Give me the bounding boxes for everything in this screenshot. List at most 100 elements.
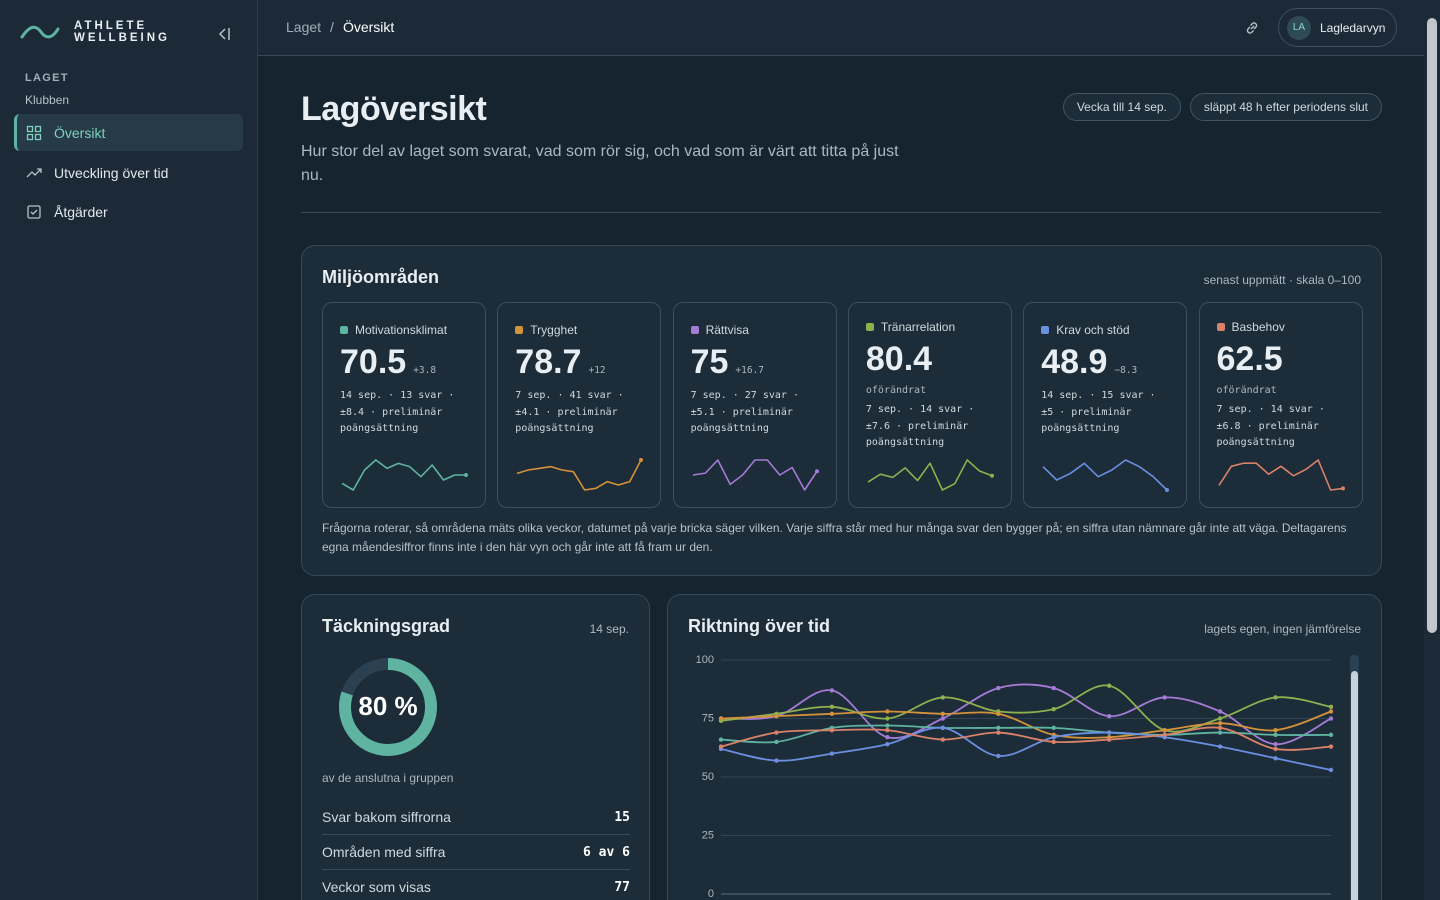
card-value: 70.5 [340,343,407,381]
sparkline [1042,459,1170,492]
sparkline [692,459,819,491]
card-meta: 14 sep. · 13 svar · ±8.4 · preliminär po… [340,390,455,434]
sparkline [341,459,468,491]
brand-line: ATHLETE [74,20,148,32]
line-chart: 0 25 50 75 100 [696,654,1334,900]
page-title: Lagöversikt [301,90,487,128]
series-point [1051,739,1056,745]
card-change: −8.3 [1114,365,1138,376]
main: Laget / Översikt LA Lagledarvyn Lagöversikt… [258,0,1424,900]
icon [26,167,42,177]
series-point [1273,756,1278,761]
card-status: oförändrat [1216,385,1277,396]
series-point [1162,732,1167,738]
metric-card: Krav och stöd 48.9 −8.3 14 sep. · 15 svar ·… [1023,302,1188,508]
card-name: Rättvisa [705,323,749,337]
color-dot [1216,323,1225,331]
card-status: oförändrat [865,385,927,396]
series-point [1106,683,1112,688]
nav-item[interactable]: Översikt [14,114,243,151]
badge: Vecka till 14 sep. [1062,93,1181,121]
card-name: Krav och stöd [1056,323,1130,337]
panel-note: senast uppmätt · skala 0–100 [1203,273,1361,287]
gauge-value [339,658,437,756]
metric-card: Basbehov 62.5 oförändrat 7 sep. · 14 svar ·… [1198,302,1363,508]
series-point [940,725,946,731]
card-change: +12 [588,365,606,376]
series-point [940,737,946,742]
series-point [1328,704,1334,709]
series-point [996,730,1001,735]
series-point [940,695,946,700]
series-point [1051,706,1056,712]
topbar: Laget / Översikt LA Lagledarvyn [258,0,1424,56]
stat-label: Svar bakom siffrorna [322,809,451,825]
chart-scrollbar[interactable] [1350,655,1359,900]
team-name: Klubben [25,93,70,107]
card-header: Basbehov [1216,320,1345,334]
panel-title: Täckningsgrad [322,616,451,636]
crumb-link[interactable]: Laget [286,19,322,35]
series-point [1217,716,1223,721]
card-change: +16.7 [735,365,765,376]
card-value: 80.4 [865,340,933,378]
card-value-row: 70.5 +3.8 [340,343,468,382]
series-point [829,688,835,693]
sidebar: ATHLETE WELLBEING LAGET Klubben Översikt … [0,0,258,900]
card-name: Basbehov [1231,320,1285,334]
y-tick-label: 25 [702,829,714,841]
user-name: Lagledarvyn [1320,20,1386,35]
nav-item[interactable]: Utveckling över tid [14,154,243,191]
series-point [940,711,946,717]
color-dot [690,326,699,334]
series-point [885,716,890,721]
series-point [1217,744,1223,749]
series-point [774,713,779,719]
series-point [1162,695,1167,700]
metric-card: Trygghet 78.7 +12 7 sep. · 41 svar · ±4.1 ·… [497,302,662,508]
series-point [774,739,779,745]
gauge-label: 80 % [358,691,417,721]
card-meta: 7 sep. · 41 svar · ±4.1 · preliminär poä… [515,390,624,434]
badge: släppt 48 h efter periodens slut [1189,93,1382,121]
logo [20,25,60,39]
series-point [885,735,890,740]
panel-title: Riktning över tid [688,616,831,636]
environment-panel: Miljöområden senast uppmätt · skala 0–10… [301,245,1382,576]
color-dot [515,326,524,334]
crumb-separator: / [330,19,334,35]
series-point [829,728,835,733]
card-change: +3.8 [413,365,437,376]
series-point [829,711,835,717]
series-point [829,704,835,709]
panel-note: lagets egen, ingen jämförelse [1204,622,1361,636]
y-tick-label: 75 [702,712,714,724]
series-point [996,685,1001,691]
page-scrollbar[interactable] [1424,0,1440,900]
scroll-thumb[interactable] [1427,18,1437,633]
series-point [996,711,1001,717]
section-label: LAGET [25,72,69,84]
series-point [885,723,890,728]
series-line [720,726,1332,771]
color-dot [865,323,874,331]
series-point [1328,744,1334,749]
scroll-thumb[interactable] [1351,671,1358,900]
card-value: 48.9 [1041,343,1108,381]
series-point [885,742,890,747]
metric-card: Rättvisa 75 +16.7 7 sep. · 27 svar · ±5.1 ·… [672,302,837,508]
brand: ATHLETE WELLBEING [20,20,170,44]
collapse-button[interactable] [216,26,232,42]
user-menu[interactable]: LA Lagledarvyn [1278,8,1397,47]
nav-item[interactable]: Åtgärder [14,193,243,230]
series-point [1217,720,1223,726]
direction-panel: Riktning över tid lagets egen, ingen jäm… [667,594,1382,900]
copy-link[interactable] [1244,20,1260,36]
series-line [720,683,1332,746]
y-tick-label: 0 [708,888,714,900]
stat-row: Veckor som visas 77 [322,870,630,900]
sparkline-line [1217,459,1343,491]
stat-row: Områden med siffra 6 av 6 [322,835,630,870]
stat-row: Svar bakom siffrorna 15 [322,800,630,835]
